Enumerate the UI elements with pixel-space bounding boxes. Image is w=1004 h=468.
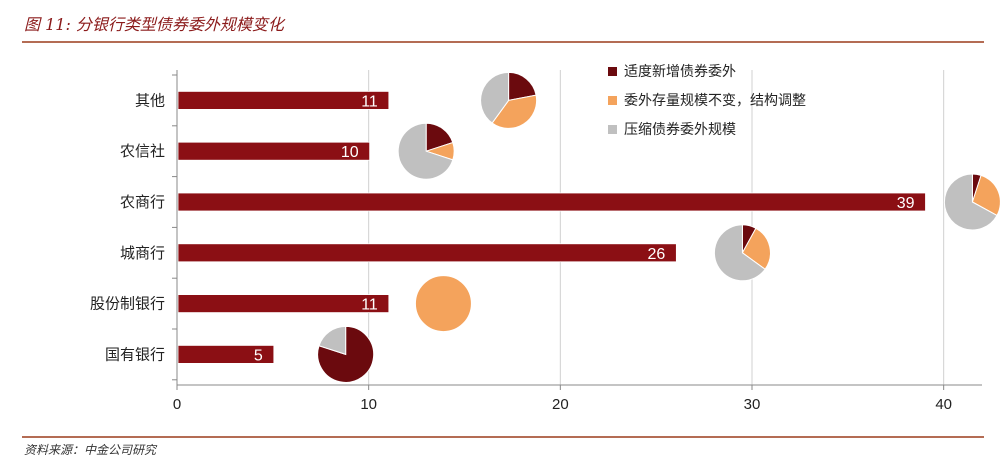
legend-swatch-unchanged: [608, 96, 617, 105]
legend-label-decrease: 压缩债券委外规模: [624, 122, 736, 138]
pie-0-slice-decrease: [480, 71, 510, 124]
bar-value-label-0: 11: [361, 93, 378, 110]
pie-2-slice-decrease: [943, 173, 998, 231]
chart-title: 图 11: 分银行类型债券委外规模变化: [24, 15, 286, 34]
x-tick-label-40: 40: [935, 396, 952, 413]
bar-1: [177, 141, 371, 161]
category-label-0: 其他: [135, 91, 165, 109]
pies: [317, 71, 1001, 383]
bar-4: [177, 294, 390, 314]
bar-value-label-1: 10: [341, 144, 359, 161]
pie-1-slice-decrease: [397, 122, 454, 180]
category-label-4: 股份制银行: [90, 295, 165, 313]
x-tick-label-30: 30: [744, 396, 761, 413]
category-label-1: 农信社: [120, 142, 165, 160]
bars: 其他 11 农信社 10 农商行 39 城商行 26 股份制银行 11 国有银行 5: [90, 91, 926, 364]
x-tick-label-0: 0: [173, 396, 181, 413]
legend-label-increase: 适度新增债券委外: [624, 64, 736, 80]
bar-value-label-4: 11: [361, 297, 378, 314]
bar-3: [177, 243, 677, 263]
legend-swatch-increase: [608, 67, 617, 76]
category-label-3: 城商行: [120, 244, 165, 262]
pie-4-slice-unchanged: [414, 275, 472, 333]
pie-5-slice-decrease: [318, 325, 347, 356]
category-label-2: 农商行: [120, 193, 165, 211]
bar-0: [177, 91, 390, 110]
pie-3-slice-decrease: [713, 224, 766, 282]
bar-value-label-2: 39: [897, 195, 915, 212]
x-tick-label-10: 10: [360, 396, 377, 413]
pie-0-slice-unchanged: [491, 94, 538, 129]
bar-value-label-3: 26: [648, 246, 666, 263]
gridlines: [368, 70, 945, 385]
pie-3-slice-unchanged: [741, 227, 771, 270]
pie-0-slice-increase: [508, 71, 537, 102]
category-label-5: 国有银行: [105, 345, 165, 363]
legend-label-unchanged: 委外存量规模不变，结构调整: [624, 93, 806, 109]
bar-5: [177, 344, 275, 364]
bar-2: [177, 192, 926, 212]
x-tick-label-20: 20: [552, 396, 569, 413]
bar-value-label-5: 5: [254, 347, 263, 364]
legend-swatch-decrease: [608, 125, 617, 134]
source-note: 资料来源：中金公司研究: [24, 443, 158, 457]
axes: 0 10 20 30 40: [172, 70, 982, 413]
